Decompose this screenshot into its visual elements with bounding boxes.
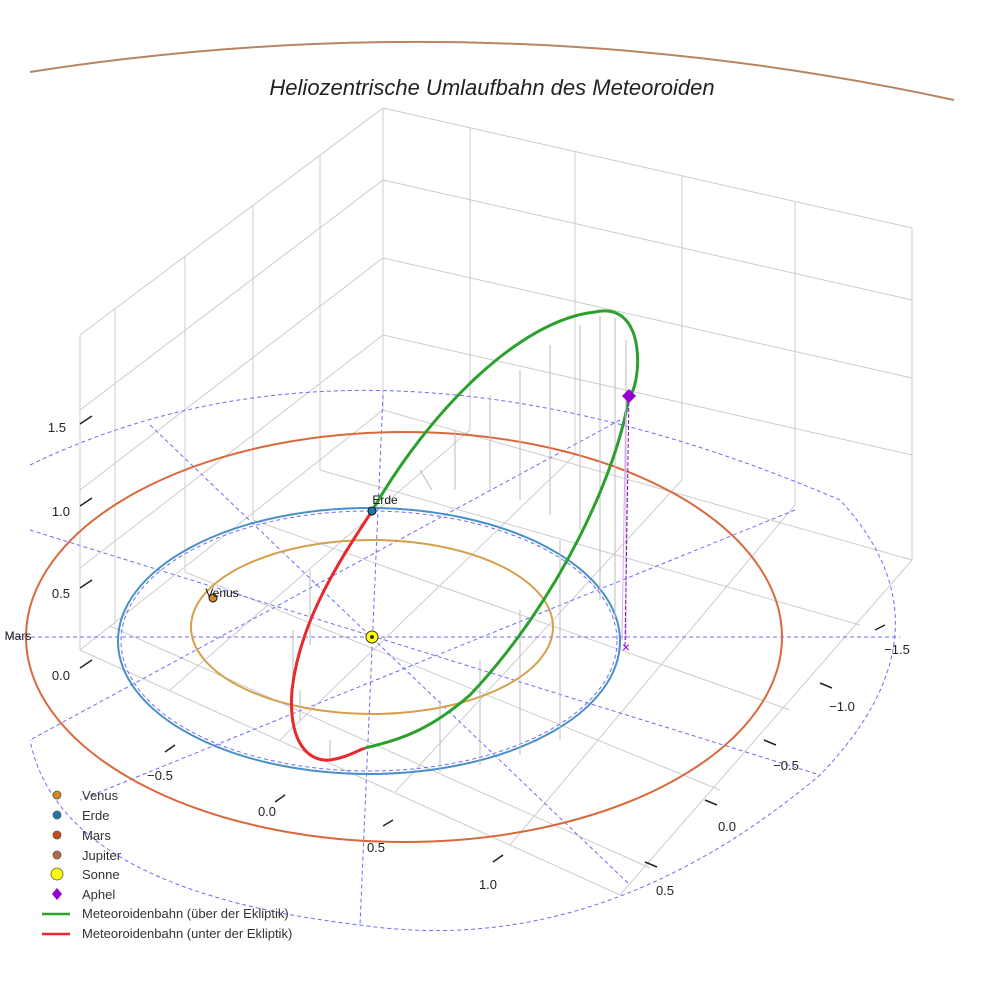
x-tick-label: −0.5 xyxy=(773,758,799,773)
y-tick-label: 0.0 xyxy=(258,804,276,819)
legend-label-jupiter: Jupiter xyxy=(82,848,122,863)
meteoroid-orbit-above xyxy=(364,309,640,750)
aphel-marker xyxy=(622,389,636,403)
z-tick-label: 0.0 xyxy=(52,668,70,683)
legend-marker-mars xyxy=(52,830,62,840)
z-axis: 0.0 0.5 1.0 1.5 xyxy=(48,415,93,683)
y-tick-label: 1.0 xyxy=(479,877,497,892)
planet-label-venus: Venus xyxy=(205,586,238,600)
legend-label-mars: Mars xyxy=(82,828,111,843)
x-tick-label: 0.0 xyxy=(718,819,736,834)
legend-marker-aphel xyxy=(52,888,62,900)
earth-marker xyxy=(367,506,377,516)
legend-marker-erde xyxy=(52,810,62,820)
meteoroid-orbit-below xyxy=(290,510,374,762)
planet-label-mars: Mars xyxy=(5,629,32,643)
y-tick-label: −0.5 xyxy=(147,768,173,783)
drop-lines xyxy=(292,316,627,772)
legend-marker-venus xyxy=(52,790,62,800)
legend-marker-sonne xyxy=(50,867,64,881)
x-tick-label: 0.5 xyxy=(656,883,674,898)
venus-marker xyxy=(208,593,218,603)
z-tick-label: 1.5 xyxy=(48,420,66,435)
chart-title: Heliozentrische Umlaufbahn des Meteoroid… xyxy=(269,75,714,100)
z-tick-label: 1.0 xyxy=(52,504,70,519)
legend: Venus Erde Mars Jupiter Sonne Aphel Mete… xyxy=(42,788,292,941)
x-tick-label: −1.5 xyxy=(884,642,910,657)
legend-label-venus: Venus xyxy=(82,788,119,803)
grid-back-walls xyxy=(79,107,913,650)
x-tick-label: −1.0 xyxy=(829,699,855,714)
z-tick-label: 0.5 xyxy=(52,586,70,601)
sun-center xyxy=(370,635,374,639)
legend-marker-jupiter xyxy=(52,850,62,860)
jupiter-orbit-arc xyxy=(29,40,955,101)
legend-label-aphel: Aphel xyxy=(82,887,115,902)
mars-orbit xyxy=(25,431,783,843)
x-axis: −1.5 −1.0 −0.5 0.0 0.5 xyxy=(644,624,910,898)
aphel-projection-icon: × xyxy=(622,639,630,655)
legend-label-meteoroid-above: Meteoroidenbahn (über der Ekliptik) xyxy=(82,906,289,921)
aphel-drop-line-2 xyxy=(621,395,627,641)
legend-label-sonne: Sonne xyxy=(82,867,120,882)
y-tick-label: 0.5 xyxy=(367,840,385,855)
legend-label-meteoroid-below: Meteoroidenbahn (unter der Ekliptik) xyxy=(82,926,292,941)
ecliptic-reference-lines xyxy=(10,389,900,932)
planet-label-erde: Erde xyxy=(372,493,398,507)
venus-orbit xyxy=(190,539,554,715)
y-axis: −0.5 0.0 0.5 1.0 xyxy=(147,744,504,892)
legend-label-erde: Erde xyxy=(82,808,109,823)
grid-floor xyxy=(79,409,913,896)
